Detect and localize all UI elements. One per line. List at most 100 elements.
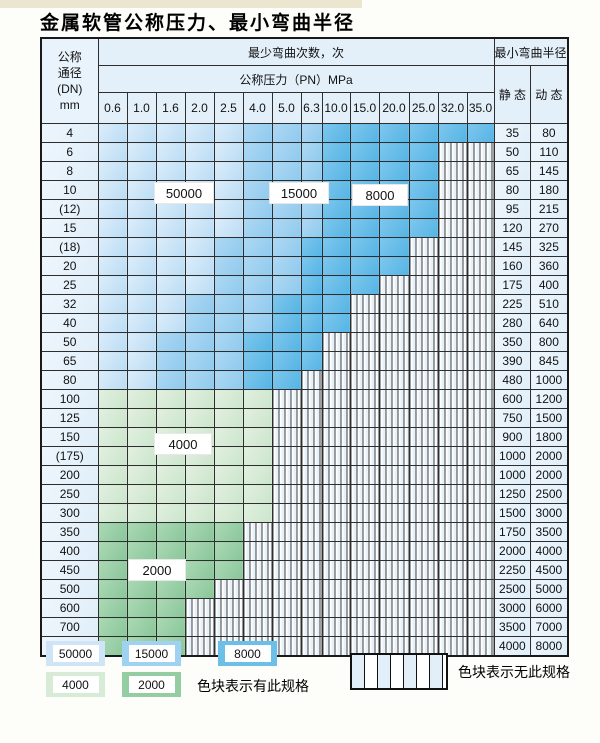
spec-cell — [300, 237, 323, 257]
spec-cell — [271, 294, 302, 314]
spec-cell — [349, 142, 380, 162]
no-spec-cell — [437, 522, 468, 542]
no-spec-cell — [242, 617, 273, 637]
spec-cell — [271, 123, 302, 143]
spec-cell — [213, 313, 244, 333]
spec-cell — [213, 199, 244, 219]
no-spec-cell — [408, 598, 439, 618]
spec-cell — [97, 180, 128, 200]
spec-cell — [242, 370, 273, 390]
no-spec-cell — [271, 598, 302, 618]
spec-cell — [97, 598, 128, 618]
spec-cell — [126, 541, 157, 561]
no-spec-cell — [437, 351, 468, 371]
pressure-tick: 6.3 — [300, 92, 323, 124]
spec-cell — [184, 332, 215, 352]
no-spec-cell — [184, 598, 215, 618]
no-spec-cell — [378, 389, 410, 409]
no-spec-cell — [437, 370, 468, 390]
static-value: 1750 — [493, 522, 532, 542]
no-spec-cell — [466, 617, 495, 637]
no-spec-cell — [349, 465, 380, 485]
static-value: 65 — [493, 161, 532, 181]
dynamic-value: 400 — [530, 275, 569, 295]
spec-cell — [184, 503, 215, 523]
spec-cell — [126, 351, 157, 371]
dn-cell: 150 — [40, 427, 99, 447]
spec-cell — [437, 123, 468, 143]
dn-header: 公称 通径 (DN) mm — [40, 37, 99, 124]
static-value: 4000 — [493, 636, 532, 657]
spec-cell — [126, 465, 157, 485]
dn-cell: 32 — [40, 294, 99, 314]
dynamic-value: 3500 — [530, 522, 569, 542]
top-strip — [0, 0, 362, 8]
no-spec-cell — [378, 522, 410, 542]
static-value: 3000 — [493, 598, 532, 618]
spec-cell — [126, 503, 157, 523]
no-spec-cell — [466, 446, 495, 466]
no-spec-cell — [408, 332, 439, 352]
dynamic-value: 6000 — [530, 598, 569, 618]
no-spec-cell — [349, 446, 380, 466]
spec-cell — [271, 313, 302, 333]
dynamic-value: 4000 — [530, 541, 569, 561]
no-spec-cell — [466, 218, 495, 238]
spec-cell — [126, 142, 157, 162]
dynamic-value: 7000 — [530, 617, 569, 637]
spec-cell — [213, 370, 244, 390]
spec-cell — [213, 275, 244, 295]
dynamic-value: 215 — [530, 199, 569, 219]
dynamic-value: 1000 — [530, 370, 569, 390]
no-spec-cell — [437, 503, 468, 523]
spec-cell — [155, 161, 186, 181]
no-spec-cell — [466, 275, 495, 295]
static-value: 35 — [493, 123, 532, 143]
no-spec-cell — [408, 503, 439, 523]
dn-header-line: (DN) — [57, 82, 83, 96]
spec-cell — [126, 161, 157, 181]
spec-cell — [97, 351, 128, 371]
no-spec-cell — [408, 256, 439, 276]
spec-cell — [378, 218, 410, 238]
spec-cell — [378, 142, 410, 162]
spec-cell — [242, 218, 273, 238]
dynamic-value: 845 — [530, 351, 569, 371]
spec-cell — [271, 332, 302, 352]
spec-cell — [155, 142, 186, 162]
dynamic-value: 80 — [530, 123, 569, 143]
spec-cell — [321, 275, 351, 295]
no-spec-cell — [408, 465, 439, 485]
spec-cell — [97, 161, 128, 181]
no-spec-cell — [437, 446, 468, 466]
spec-cell — [155, 579, 186, 599]
spec-cell — [213, 351, 244, 371]
spec-cell — [184, 408, 215, 428]
no-spec-cell — [408, 484, 439, 504]
static-value: 3500 — [493, 617, 532, 637]
no-spec-cell — [466, 142, 495, 162]
no-spec-cell — [321, 408, 351, 428]
no-spec-cell — [466, 427, 495, 447]
spec-cell — [126, 389, 157, 409]
dn-cell: (18) — [40, 237, 99, 257]
table-row: 600 3000 6000 — [40, 598, 569, 618]
no-spec-cell — [271, 484, 302, 504]
spec-cell — [300, 218, 323, 238]
static-value: 1250 — [493, 484, 532, 504]
pressure-tick: 2.0 — [184, 92, 215, 124]
spec-cell — [184, 465, 215, 485]
no-spec-cell — [378, 332, 410, 352]
dn-cell: 700 — [40, 617, 99, 637]
no-spec-cell — [242, 541, 273, 561]
dynamic-header: 动 态 — [530, 65, 569, 124]
spec-cell — [126, 199, 157, 219]
no-spec-cell — [213, 617, 244, 637]
spec-cell — [321, 294, 351, 314]
spec-cell — [378, 237, 410, 257]
table-row: 100 600 1200 — [40, 389, 569, 409]
spec-cell — [97, 313, 128, 333]
static-value: 145 — [493, 237, 532, 257]
spec-cell — [213, 560, 244, 580]
legend-swatch-4000: 4000 — [46, 672, 105, 697]
